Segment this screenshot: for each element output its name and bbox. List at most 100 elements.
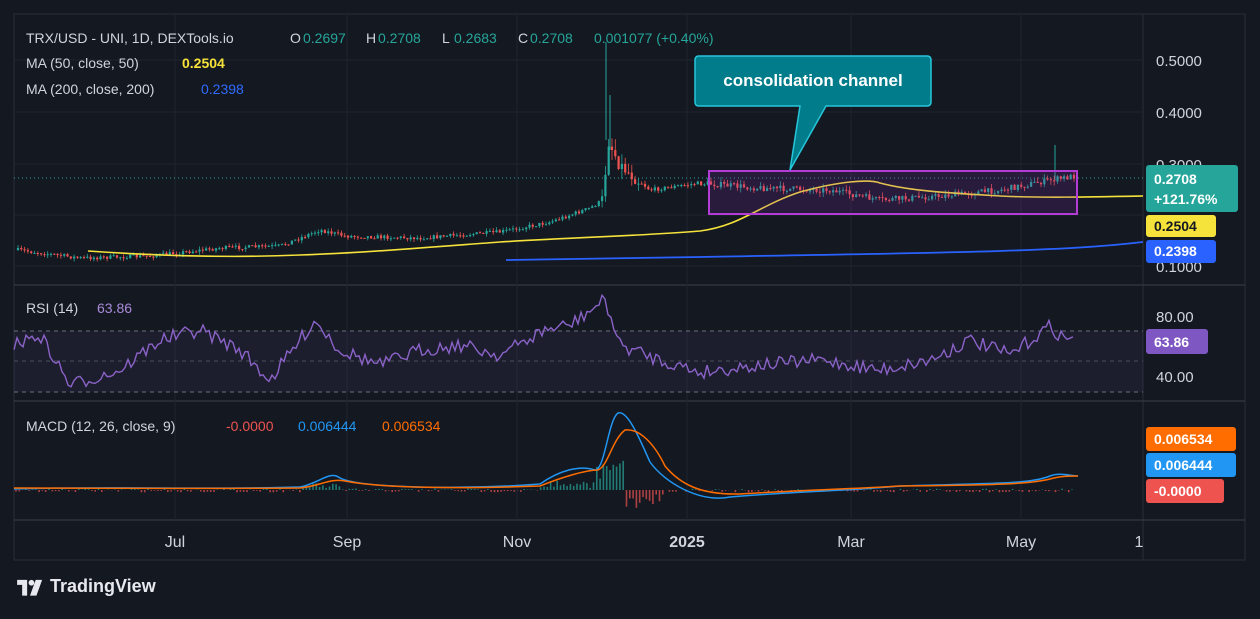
macd-hist-bar	[751, 490, 753, 492]
macd-hist-bar	[715, 489, 717, 490]
candle	[611, 147, 613, 150]
candle	[647, 187, 649, 190]
macd-hist-bar	[273, 490, 275, 492]
candle	[271, 245, 273, 246]
macd-hist-bar	[995, 489, 997, 490]
macd-hist-bar	[428, 490, 430, 491]
candle	[314, 233, 316, 234]
candle	[420, 238, 422, 239]
candle	[453, 234, 455, 235]
candle	[703, 184, 705, 185]
macd-hist-bar	[1061, 489, 1063, 490]
macd-hist-bar	[118, 490, 120, 492]
candle	[687, 185, 689, 186]
macd-hist-bar	[292, 490, 294, 491]
macd-hist-bar	[45, 490, 47, 492]
candle	[700, 182, 702, 186]
candle	[231, 247, 233, 248]
macd-hist-bar	[547, 487, 549, 490]
macd-hist-bar	[408, 489, 410, 490]
macd-hist-bar	[1012, 489, 1014, 490]
candle	[693, 184, 695, 185]
macd-hist-bar	[629, 490, 631, 498]
macd-hist-bar	[444, 489, 446, 490]
macd-hist-bar	[880, 490, 882, 492]
candle	[337, 232, 339, 233]
candle	[245, 248, 247, 250]
macd-hist-bar	[999, 490, 1001, 492]
candle	[558, 219, 560, 220]
macd-hist-bar	[332, 484, 334, 490]
macd-signal-value: 0.006534	[382, 418, 441, 434]
macd-hist-bar	[382, 489, 384, 490]
tradingview-brand[interactable]: TradingView	[16, 576, 156, 597]
macd-hist-bar	[553, 487, 555, 490]
candle	[189, 251, 191, 253]
candle	[238, 246, 240, 249]
macd-hist-bar	[58, 490, 60, 491]
macd-hist-bar	[471, 489, 473, 490]
candle	[301, 237, 303, 240]
candle	[241, 249, 243, 250]
rsi-tick: 40.00	[1156, 369, 1194, 386]
macd-hist-bar	[487, 489, 489, 490]
macd-hist-bar	[438, 490, 440, 492]
candle	[116, 255, 118, 257]
candle	[522, 229, 524, 230]
tradingview-logo-icon	[16, 577, 44, 597]
candle	[347, 236, 349, 238]
candle	[697, 182, 699, 185]
candle	[462, 235, 464, 236]
candle	[24, 249, 26, 250]
candle	[60, 255, 62, 256]
candle	[502, 230, 504, 233]
candle	[667, 187, 669, 188]
candle	[86, 257, 88, 258]
candle	[373, 238, 375, 239]
candle	[225, 246, 227, 249]
macd-hist-bar	[712, 490, 714, 491]
macd-hist-bar	[976, 490, 978, 491]
candle	[552, 221, 554, 222]
brand-name: TradingView	[50, 576, 156, 597]
ohlc-value: 0.2697	[303, 30, 346, 46]
macd-hist-bar	[543, 487, 545, 490]
candle	[334, 232, 336, 233]
candle	[634, 179, 636, 184]
candle	[172, 252, 174, 254]
candle	[317, 232, 319, 233]
candle	[469, 235, 471, 236]
macd-hist-bar	[319, 487, 321, 490]
macd-hist-bar	[616, 467, 618, 490]
macd-hist-bar	[520, 490, 522, 492]
candle	[621, 164, 623, 169]
candle	[472, 234, 474, 235]
callout-text: consolidation channel	[723, 71, 902, 90]
candle	[515, 228, 517, 229]
candle	[519, 229, 521, 230]
candle	[651, 189, 653, 190]
macd-hist-bar	[375, 489, 377, 490]
candle	[406, 238, 408, 239]
macd-hist-bar	[609, 470, 611, 490]
rsi-value: 63.86	[97, 300, 132, 316]
macd-hist-bar	[560, 485, 562, 490]
macd-hist-bar	[38, 490, 40, 492]
candle	[403, 236, 405, 238]
macd-hist-bar	[563, 484, 565, 490]
candle	[357, 237, 359, 238]
candle	[83, 257, 85, 258]
macd-hist-bar	[279, 489, 281, 490]
candle	[291, 240, 293, 244]
ma200-badge-text: 0.2398	[1154, 243, 1197, 259]
macd-hist-bar	[177, 490, 179, 492]
candle	[218, 248, 220, 249]
time-label: Jul	[165, 534, 185, 551]
macd-hist-bar	[94, 490, 96, 492]
macd-hist-bar	[68, 490, 70, 491]
candle	[205, 248, 207, 250]
candle	[588, 208, 590, 209]
macd-hist-bar	[160, 490, 162, 491]
macd-hist-bar	[580, 484, 582, 490]
